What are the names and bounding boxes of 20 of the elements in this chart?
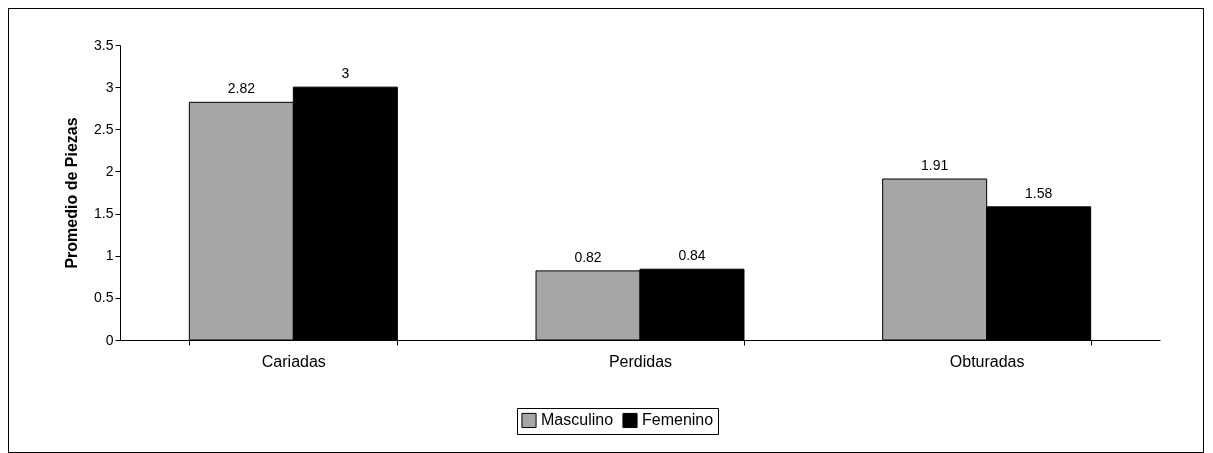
y-tick-label: 3.5 bbox=[94, 36, 114, 53]
legend-label: Femenino bbox=[642, 411, 714, 429]
x-tick-label: Perdidas bbox=[608, 352, 673, 370]
y-tick-label: 0 bbox=[105, 331, 114, 348]
y-tick-label: 1.5 bbox=[94, 205, 114, 222]
y-axis-title: Promedio de Piezas bbox=[63, 117, 81, 269]
y-tick-label: 2 bbox=[105, 162, 114, 179]
y-tick-label: 0.5 bbox=[94, 289, 114, 306]
data-label: 0.84 bbox=[678, 247, 706, 264]
x-tick-label: Obturadas bbox=[949, 352, 1025, 370]
y-tick-label: 2.5 bbox=[94, 120, 114, 137]
legend-label: Masculino bbox=[541, 411, 614, 429]
x-tick-label: Cariadas bbox=[261, 352, 326, 370]
y-tick-label: 1 bbox=[105, 247, 114, 264]
data-label: 1.91 bbox=[921, 157, 949, 174]
y-tick-label: 3 bbox=[105, 78, 114, 95]
data-label: 1.58 bbox=[1025, 184, 1053, 201]
data-label: 2.82 bbox=[227, 80, 256, 97]
data-label: 3 bbox=[341, 65, 350, 82]
data-label: 0.82 bbox=[574, 248, 602, 265]
